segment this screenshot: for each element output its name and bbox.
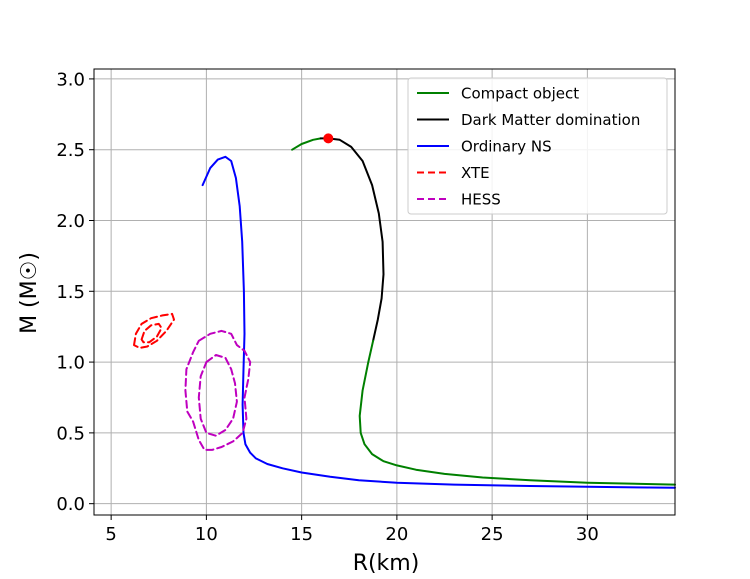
x-tick-label: 10 [195,524,218,545]
series-hess [184,329,252,451]
legend-label-xte: XTE [461,164,490,182]
svg-text:R(km): R(km) [353,551,420,576]
series-hess [197,354,238,437]
y-tick-label: 2.5 [56,140,85,161]
y-tick-label: 2.0 [56,211,85,232]
x-tick-label: 30 [576,524,599,545]
svg-text:M (M☉): M (M☉) [17,252,42,334]
series-xte [133,312,175,349]
series-dark-matter-domination [319,137,385,342]
legend-label-compact-object: Compact object [461,85,579,103]
y-tick-label: 0.5 [56,423,85,444]
x-tick-label: 15 [290,524,313,545]
x-tick-label: 5 [105,524,116,545]
y-tick-label: 3.0 [56,69,85,90]
series-layer [133,137,676,489]
series-compact-object [291,137,322,151]
y-tick-label: 1.0 [56,353,85,374]
x-tick-label: 20 [385,524,408,545]
series-compact-object [358,339,676,486]
series-ordinary-ns [201,155,676,489]
x-axis-label: R(km) [353,551,420,576]
y-tick-label: 0.0 [56,494,85,515]
x-tick-label: 25 [481,524,504,545]
max-mass-marker [323,133,334,144]
plot-frame [93,68,676,516]
legend: Compact object Dark Matter domination Ordi… [407,77,668,215]
marker-layer [323,133,334,144]
legend-label-ordinary-ns: Ordinary NS [461,138,552,156]
legend-box [407,77,668,215]
legend-label-dark-matter-domination: Dark Matter domination [461,111,640,129]
series-xte [140,322,163,344]
y-tick-label: 1.5 [56,282,85,303]
legend-label-hess: HESS [461,191,501,209]
tick-layer: 5 10 15 20 25 30 0.0 0.5 1.0 1.5 2.0 2.5 3.0 [56,69,598,545]
y-axis-label: M (M☉) [17,252,42,334]
